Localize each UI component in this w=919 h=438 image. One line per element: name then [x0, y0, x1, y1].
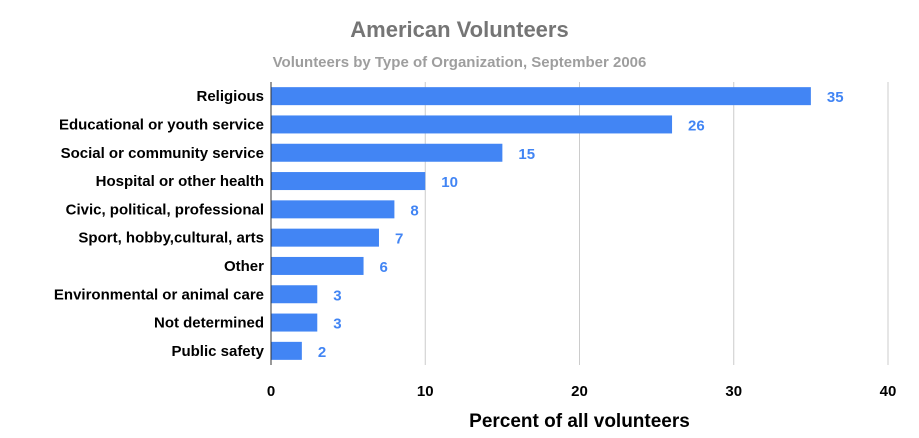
category-label: Other	[224, 258, 264, 275]
bar	[271, 256, 364, 275]
value-label: 15	[518, 146, 535, 163]
bar	[271, 228, 379, 247]
category-label: Religious	[196, 88, 264, 105]
bar	[271, 87, 811, 106]
x-tick-label: 10	[417, 383, 434, 400]
category-label: Sport, hobby,cultural, arts	[78, 230, 264, 247]
value-label: 3	[333, 287, 341, 304]
value-label: 6	[380, 259, 388, 276]
x-tick-label: 30	[725, 383, 742, 400]
x-tick-label: 0	[267, 383, 275, 400]
category-label: Not determined	[154, 315, 264, 332]
category-label: Public safety	[171, 343, 264, 360]
category-label: Hospital or other health	[96, 173, 264, 190]
bar	[271, 115, 673, 134]
category-label: Civic, political, professional	[66, 201, 264, 218]
bar	[271, 341, 302, 360]
bar	[271, 313, 318, 332]
bar	[271, 200, 395, 219]
value-label: 35	[827, 89, 844, 106]
x-tick-label: 40	[880, 383, 897, 400]
value-label: 10	[441, 174, 458, 191]
x-tick-label: 20	[571, 383, 588, 400]
value-label: 26	[688, 117, 705, 134]
value-label: 7	[395, 231, 403, 248]
category-label: Educational or youth service	[59, 116, 264, 133]
x-axis-title: Percent of all volunteers	[469, 411, 690, 432]
value-label: 2	[318, 344, 326, 361]
category-label: Social or community service	[61, 145, 264, 162]
bar	[271, 143, 503, 162]
bar	[271, 285, 318, 304]
category-label: Environmental or animal care	[54, 286, 264, 303]
bar	[271, 172, 426, 191]
x-tick-labels: 0 10 20 30 40	[267, 383, 897, 400]
category-labels: Religious Educational or youth service Soc…	[54, 88, 265, 360]
value-label: 3	[333, 316, 341, 333]
value-label: 8	[410, 202, 418, 219]
chart-subtitle: Volunteers by Type of Organization, Sept…	[272, 54, 647, 71]
chart-title: American Volunteers	[350, 17, 569, 42]
bars	[271, 87, 811, 360]
